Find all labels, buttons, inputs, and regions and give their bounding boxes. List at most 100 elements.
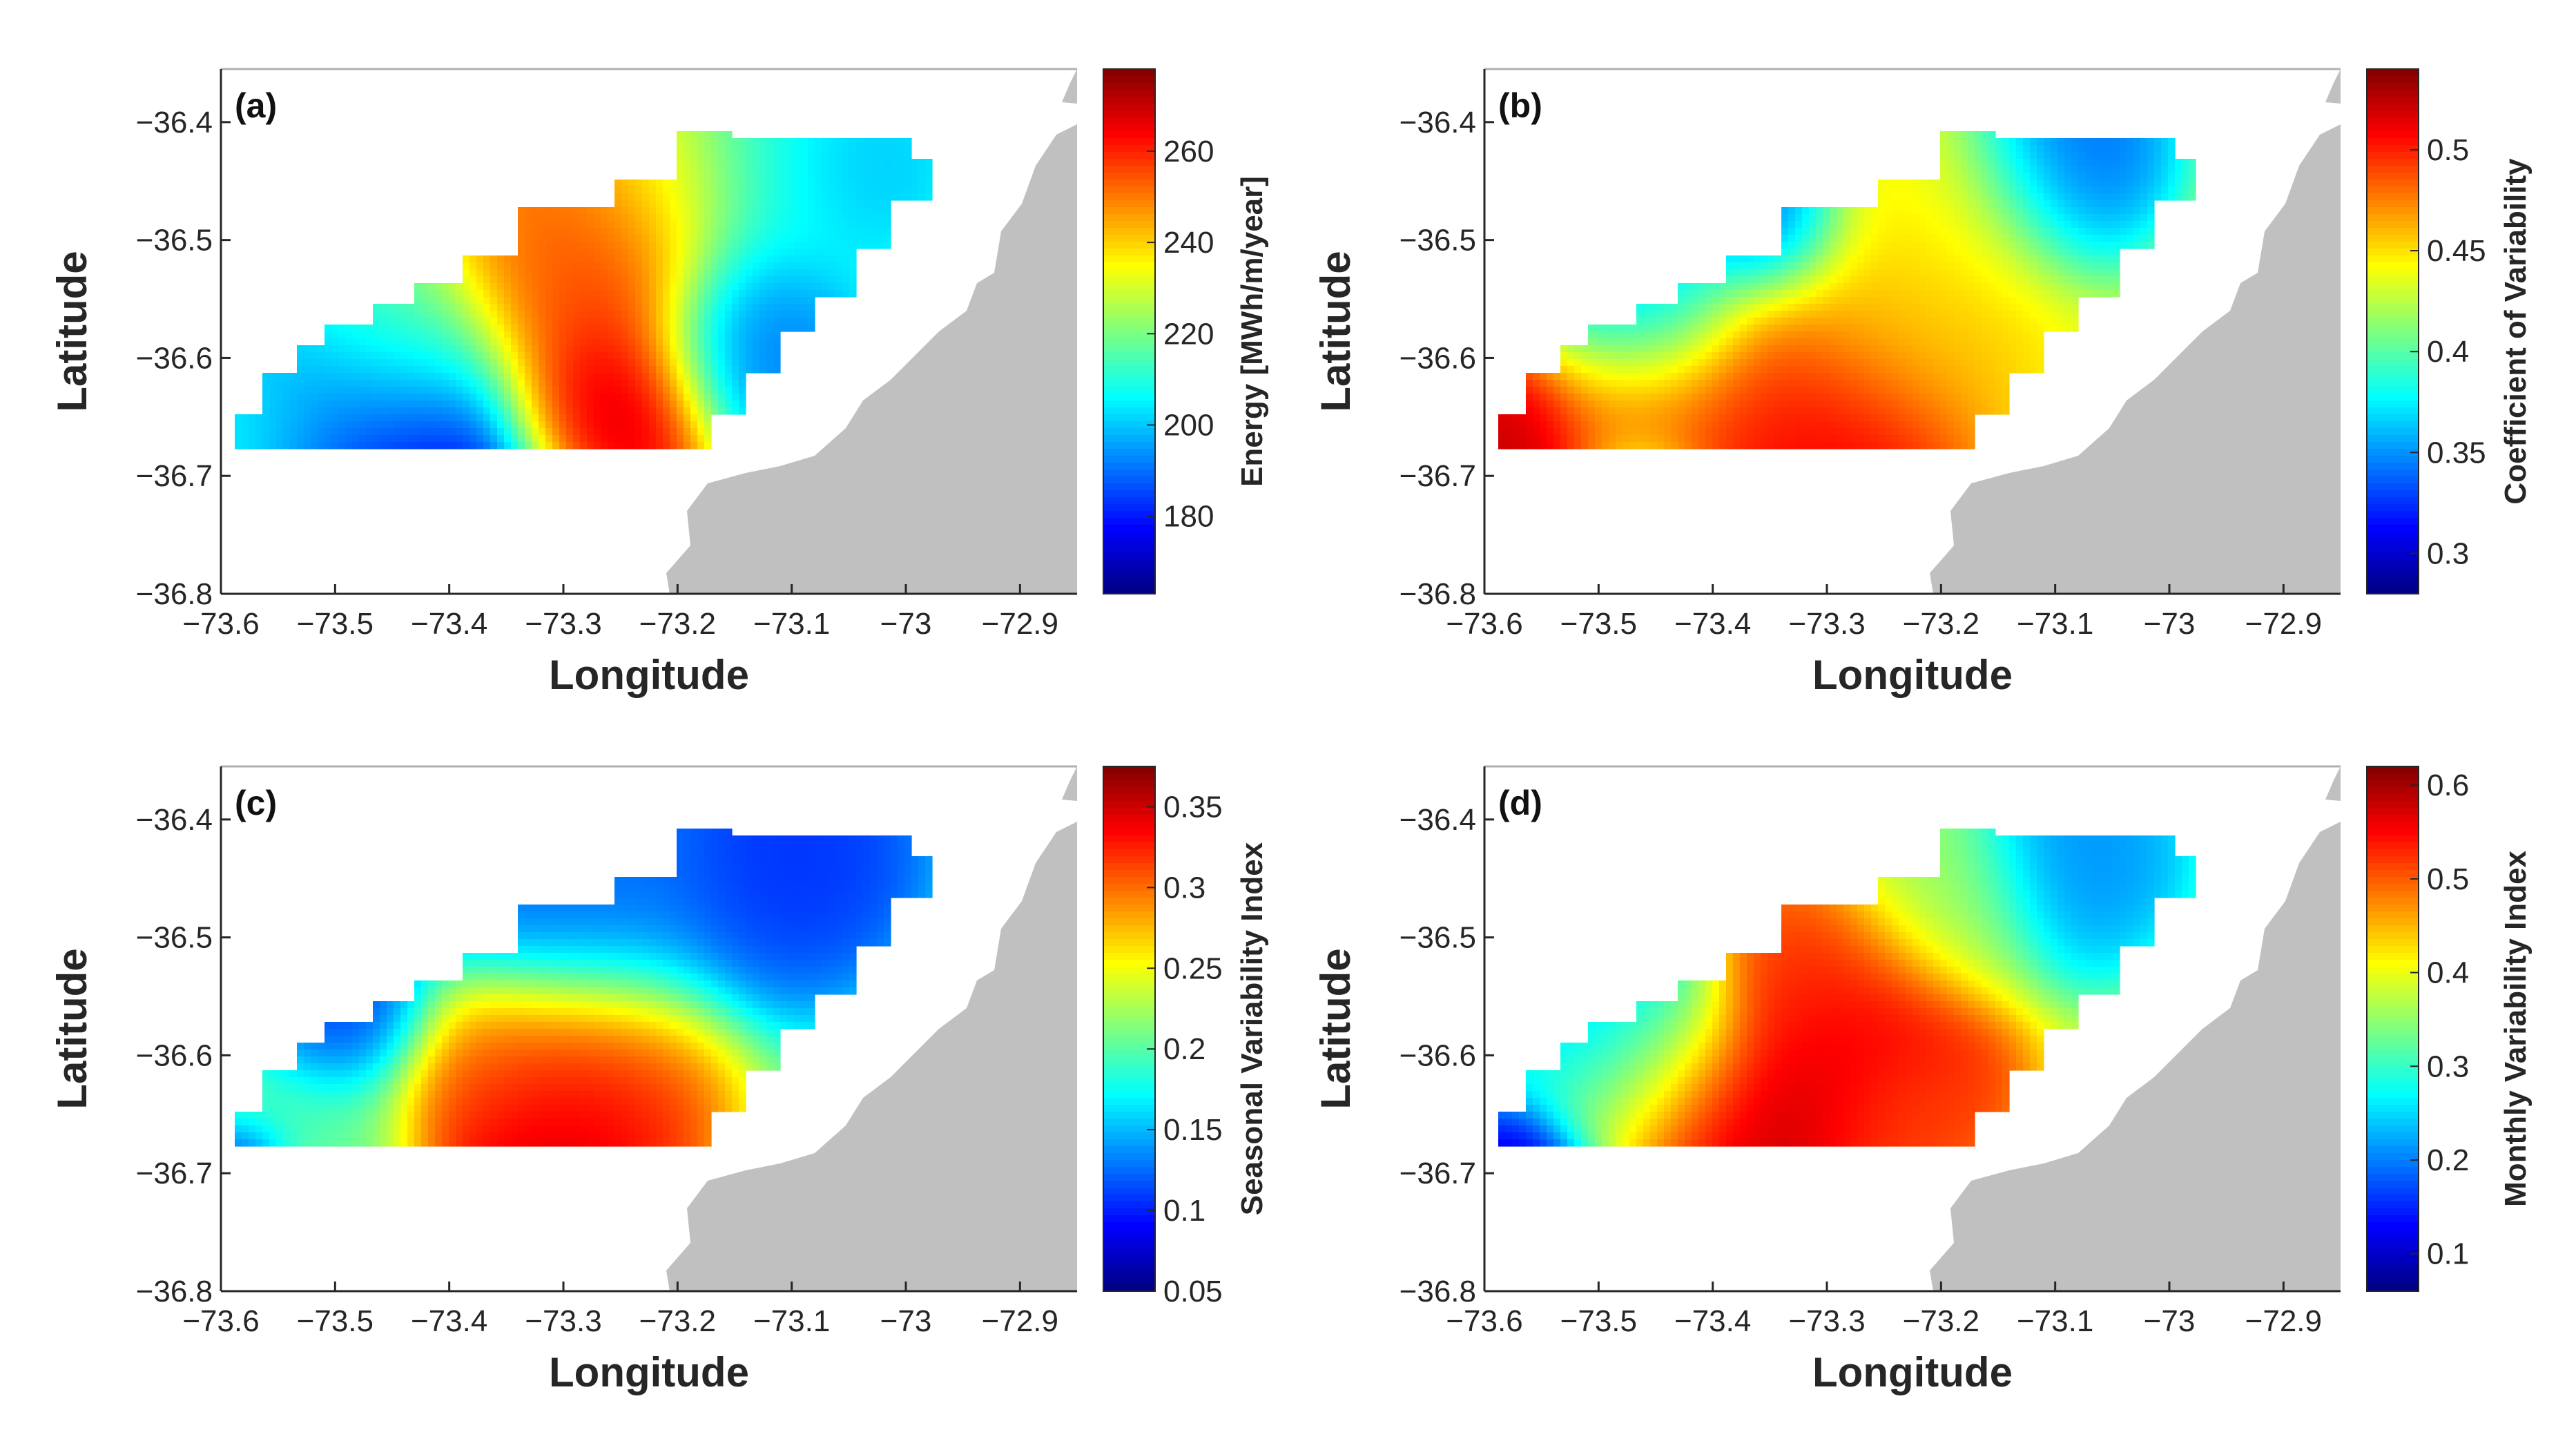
heatmap-cell xyxy=(518,400,525,408)
heatmap-cell xyxy=(670,283,677,291)
heatmap-cell xyxy=(2092,249,2100,256)
heatmap-cell xyxy=(621,359,629,367)
colorbar-step xyxy=(1103,421,1155,429)
heatmap-cell xyxy=(325,442,332,449)
heatmap-cell xyxy=(1871,359,1879,367)
heatmap-cell xyxy=(518,255,525,263)
heatmap-cell xyxy=(732,276,739,284)
heatmap-cell xyxy=(1975,249,1982,256)
heatmap-cell xyxy=(2044,207,2051,215)
heatmap-cell xyxy=(787,159,795,166)
heatmap-cell xyxy=(2113,228,2120,235)
heatmap-cell xyxy=(1588,373,1596,380)
heatmap-cell xyxy=(373,311,380,318)
heatmap-cell xyxy=(539,318,546,325)
heatmap-cell xyxy=(587,442,594,449)
heatmap-cell xyxy=(2113,166,2120,173)
heatmap-cell xyxy=(1988,318,1996,325)
heatmap-cell xyxy=(904,173,912,180)
heatmap-cell xyxy=(290,400,298,408)
heatmap-cell xyxy=(649,297,657,304)
heatmap-cell xyxy=(1809,214,1817,222)
heatmap-cell xyxy=(2106,276,2113,284)
heatmap-cell xyxy=(421,373,429,380)
heatmap-cell xyxy=(787,221,795,229)
heatmap-cell xyxy=(684,421,691,429)
heatmap-cell xyxy=(2147,173,2155,180)
heatmap-cell xyxy=(380,338,387,346)
heatmap-cell xyxy=(1912,297,1920,304)
heatmap-cell xyxy=(407,373,415,380)
heatmap-cell xyxy=(573,242,581,249)
heatmap-cell xyxy=(2064,193,2072,201)
heatmap-cell xyxy=(1961,269,1968,277)
heatmap-cell xyxy=(566,442,574,449)
heatmap-cell xyxy=(2085,214,2093,222)
heatmap-cell xyxy=(2030,352,2037,360)
heatmap-cell xyxy=(614,290,622,298)
heatmap-cell xyxy=(1768,373,1775,380)
land-mask xyxy=(666,69,1077,594)
heatmap-cell xyxy=(697,435,705,443)
heatmap-cell xyxy=(656,352,664,360)
heatmap-cell xyxy=(1754,325,1761,332)
heatmap-cell xyxy=(1871,318,1879,325)
heatmap-cell xyxy=(318,421,325,429)
heatmap-cell xyxy=(1664,338,1672,346)
heatmap-cell xyxy=(552,228,560,235)
heatmap-cell xyxy=(497,269,505,277)
heatmap-cell xyxy=(1968,193,1975,201)
heatmap-cell xyxy=(1975,131,1982,139)
heatmap-cell xyxy=(1788,262,1796,270)
heatmap-cell xyxy=(380,428,387,436)
heatmap-cell xyxy=(697,400,705,408)
heatmap-cell xyxy=(1747,373,1754,380)
heatmap-cell xyxy=(2106,242,2113,249)
heatmap-cell xyxy=(249,421,256,429)
heatmap-cell xyxy=(808,186,815,194)
heatmap-cell xyxy=(635,373,643,380)
heatmap-cell xyxy=(2016,283,2024,291)
heatmap-cell xyxy=(1774,338,1782,346)
heatmap-cell xyxy=(1850,214,1858,222)
heatmap-cell xyxy=(815,242,822,249)
heatmap-cell xyxy=(2030,331,2037,339)
heatmap-cell xyxy=(2113,145,2120,153)
heatmap-cell xyxy=(877,207,884,215)
heatmap-cell xyxy=(552,380,560,387)
heatmap-cell xyxy=(2016,297,2024,304)
heatmap-cell xyxy=(2009,297,2017,304)
heatmap-cell xyxy=(525,207,532,215)
heatmap-cell xyxy=(414,345,422,353)
heatmap-cell xyxy=(780,311,788,318)
heatmap-cell xyxy=(711,304,719,311)
heatmap-cell xyxy=(2085,269,2093,277)
heatmap-cell xyxy=(677,428,684,436)
heatmap-cell xyxy=(1906,228,1913,235)
heatmap-cell xyxy=(394,394,401,401)
heatmap-cell xyxy=(2016,318,2024,325)
heatmap-cell xyxy=(1692,380,1699,387)
heatmap-cell xyxy=(2051,228,2058,235)
heatmap-cell xyxy=(2071,180,2079,187)
heatmap-cell xyxy=(1712,338,1720,346)
heatmap-cell xyxy=(684,249,691,256)
heatmap-cell xyxy=(704,180,712,187)
heatmap-cell xyxy=(407,435,415,443)
heatmap-cell xyxy=(504,283,512,291)
heatmap-cell xyxy=(2140,180,2148,187)
heatmap-cell xyxy=(1940,138,1948,146)
heatmap-cell xyxy=(697,145,705,153)
heatmap-cell xyxy=(311,421,318,429)
heatmap-cell xyxy=(1671,325,1678,332)
heatmap-cell xyxy=(628,311,636,318)
heatmap-cell xyxy=(773,366,781,374)
heatmap-cell xyxy=(1850,311,1858,318)
heatmap-cell xyxy=(331,345,339,353)
heatmap-cell xyxy=(663,380,670,387)
heatmap-cell xyxy=(442,394,449,401)
peninsula-land xyxy=(1062,69,1077,104)
heatmap-cell xyxy=(711,400,719,408)
heatmap-cell xyxy=(456,304,463,311)
heatmap-cell xyxy=(1919,283,1927,291)
